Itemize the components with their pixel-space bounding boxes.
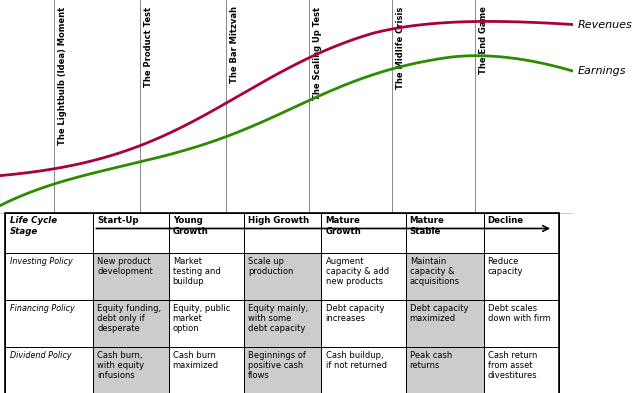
Bar [484, 213, 559, 253]
Text: Young
Growth: Young Growth [173, 216, 209, 236]
Text: The Midlife Crisis: The Midlife Crisis [396, 6, 405, 89]
Text: The End Game: The End Game [479, 6, 488, 74]
Bar [169, 347, 244, 393]
Bar [244, 253, 321, 300]
Text: Equity funding,
debt only if
desperate: Equity funding, debt only if desperate [97, 304, 161, 333]
Bar [5, 300, 93, 347]
Bar [484, 253, 559, 300]
Text: New product
development: New product development [97, 257, 153, 276]
Bar [169, 213, 244, 253]
Bar [406, 347, 484, 393]
Text: Start-Up: Start-Up [97, 216, 139, 225]
Text: Reduce
capacity: Reduce capacity [488, 257, 523, 276]
Text: Market
testing and
buildup: Market testing and buildup [173, 257, 221, 286]
Text: Beginnings of
positive cash
flows: Beginnings of positive cash flows [248, 351, 306, 380]
Bar [406, 213, 484, 253]
Bar [321, 213, 406, 253]
Text: Debt capacity
increases: Debt capacity increases [326, 304, 384, 323]
Bar [169, 253, 244, 300]
Text: Earnings: Earnings [578, 66, 627, 76]
Bar [93, 213, 169, 253]
Text: Mature
Growth: Mature Growth [326, 216, 361, 236]
Text: High Growth: High Growth [248, 216, 310, 225]
Text: Cash burn,
with equity
infusions: Cash burn, with equity infusions [97, 351, 145, 380]
Text: Dividend Policy: Dividend Policy [10, 351, 71, 360]
Bar [406, 300, 484, 347]
Text: Life Cycle
Stage: Life Cycle Stage [10, 216, 57, 236]
Text: Debt capacity
maximized: Debt capacity maximized [410, 304, 468, 323]
Text: The Lightbulb (Idea) Moment: The Lightbulb (Idea) Moment [58, 6, 67, 145]
Bar [244, 300, 321, 347]
Text: The Bar Mitzvah: The Bar Mitzvah [230, 6, 239, 83]
Text: Peak cash
returns: Peak cash returns [410, 351, 452, 370]
Bar [484, 347, 559, 393]
Bar [321, 253, 406, 300]
Bar [406, 253, 484, 300]
Text: Cash return
from asset
divestitures: Cash return from asset divestitures [488, 351, 537, 380]
Text: Scale up
production: Scale up production [248, 257, 294, 276]
Text: Equity, public
market
option: Equity, public market option [173, 304, 230, 333]
Text: Cash buildup,
if not returned: Cash buildup, if not returned [326, 351, 387, 370]
Text: Investing Policy: Investing Policy [10, 257, 72, 266]
Bar [5, 253, 93, 300]
Text: Revenues: Revenues [578, 20, 633, 29]
Bar [93, 300, 169, 347]
Bar [93, 253, 169, 300]
Bar [93, 347, 169, 393]
Bar [5, 347, 93, 393]
Bar [169, 300, 244, 347]
Text: Debt scales
down with firm: Debt scales down with firm [488, 304, 550, 323]
Bar [321, 300, 406, 347]
Bar [244, 213, 321, 253]
Text: Cash burn
maximized: Cash burn maximized [173, 351, 219, 370]
Bar [244, 347, 321, 393]
Text: Augment
capacity & add
new products: Augment capacity & add new products [326, 257, 388, 286]
Bar [321, 347, 406, 393]
Text: Decline: Decline [488, 216, 524, 225]
Text: The Scaling Up Test: The Scaling Up Test [314, 6, 323, 99]
Text: Equity mainly,
with some
debt capacity: Equity mainly, with some debt capacity [248, 304, 308, 333]
Bar [5, 213, 93, 253]
Bar [484, 300, 559, 347]
Text: Financing Policy: Financing Policy [10, 304, 74, 313]
Text: Mature
Stable: Mature Stable [410, 216, 445, 236]
Text: The Product Test: The Product Test [145, 6, 154, 86]
Text: Maintain
capacity &
acquisitions: Maintain capacity & acquisitions [410, 257, 460, 286]
Bar [5, 213, 559, 393]
